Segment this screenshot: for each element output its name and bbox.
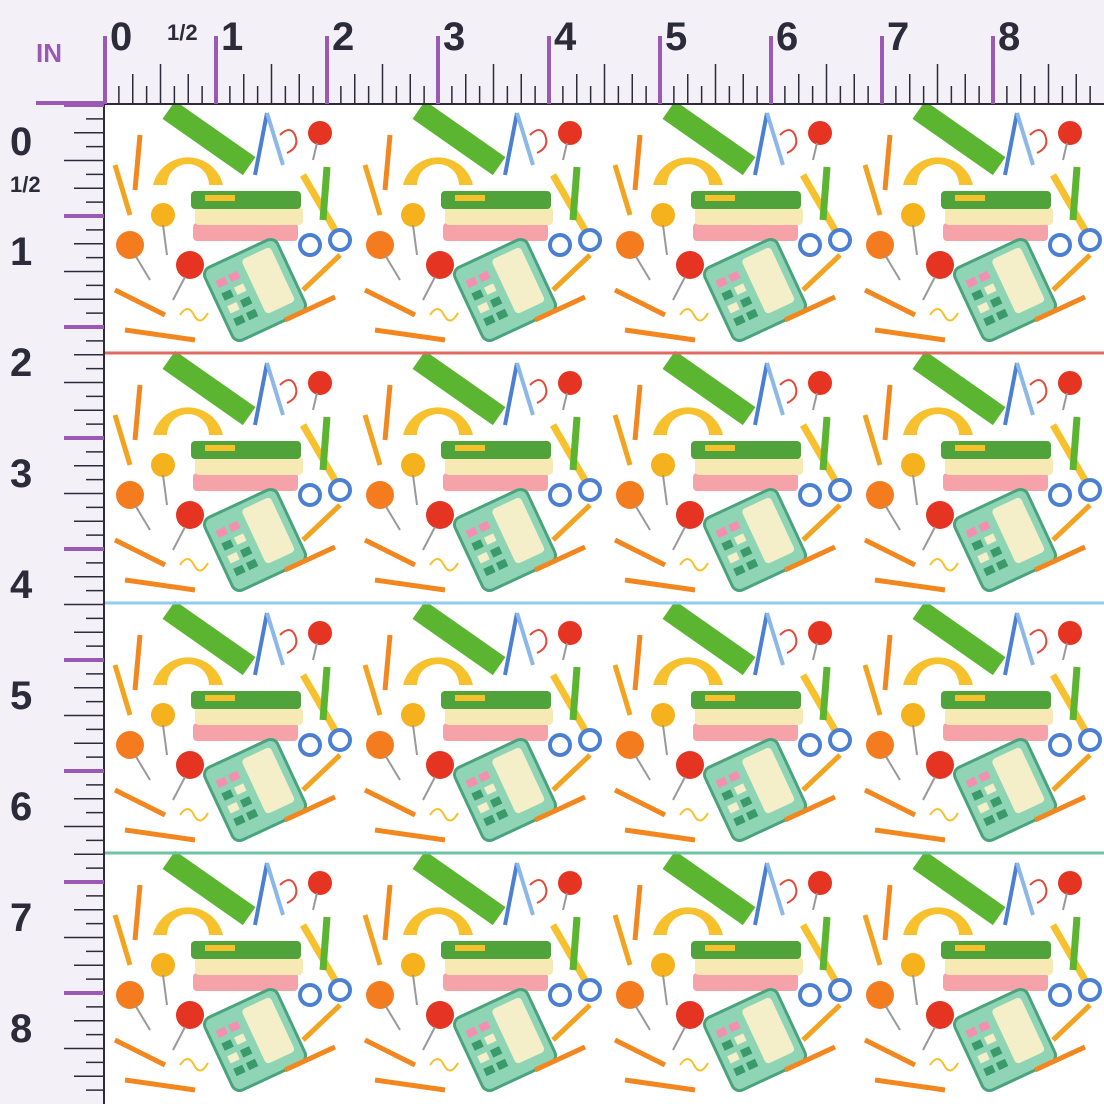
ruler-ticks — [64, 36, 1091, 1091]
top-ruler — [0, 0, 1104, 104]
left-ruler-label: 6 — [10, 785, 32, 829]
left-ruler-label: 7 — [10, 896, 32, 940]
top-ruler-label: 7 — [887, 15, 909, 59]
top-ruler-label: 3 — [443, 15, 465, 59]
top-ruler-label: 5 — [665, 15, 687, 59]
left-ruler-label: 4 — [10, 563, 33, 607]
top-ruler-label: 4 — [554, 15, 577, 59]
top-ruler-label: 8 — [998, 15, 1020, 59]
left-ruler-label: 2 — [10, 341, 32, 385]
top-ruler-label: 1/2 — [167, 20, 198, 45]
top-ruler-label: 6 — [776, 15, 798, 59]
left-ruler-label: 0 — [10, 120, 32, 164]
left-ruler-label: 8 — [10, 1007, 32, 1051]
left-ruler-label: 1 — [10, 230, 32, 274]
left-ruler — [0, 0, 104, 1104]
unit-label: IN — [36, 38, 62, 68]
left-ruler-label: 1/2 — [10, 172, 41, 197]
fabric-pattern — [105, 101, 1104, 1104]
top-ruler-label: 0 — [110, 15, 132, 59]
left-ruler-label: 3 — [10, 452, 32, 496]
top-ruler-label: 1 — [221, 15, 243, 59]
top-ruler-label: 2 — [332, 15, 354, 59]
left-ruler-label: 5 — [10, 674, 32, 718]
